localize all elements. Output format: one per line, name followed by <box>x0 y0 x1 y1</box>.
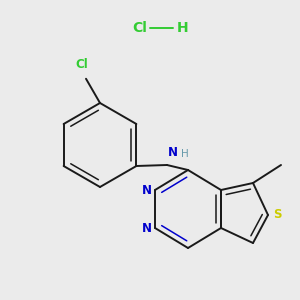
Text: Cl: Cl <box>76 58 88 71</box>
Text: N: N <box>168 146 178 159</box>
Text: N: N <box>142 184 152 196</box>
Text: H: H <box>177 21 189 35</box>
Text: N: N <box>142 221 152 235</box>
Text: Cl: Cl <box>132 21 147 35</box>
Text: H: H <box>181 149 189 159</box>
Text: S: S <box>273 208 281 221</box>
